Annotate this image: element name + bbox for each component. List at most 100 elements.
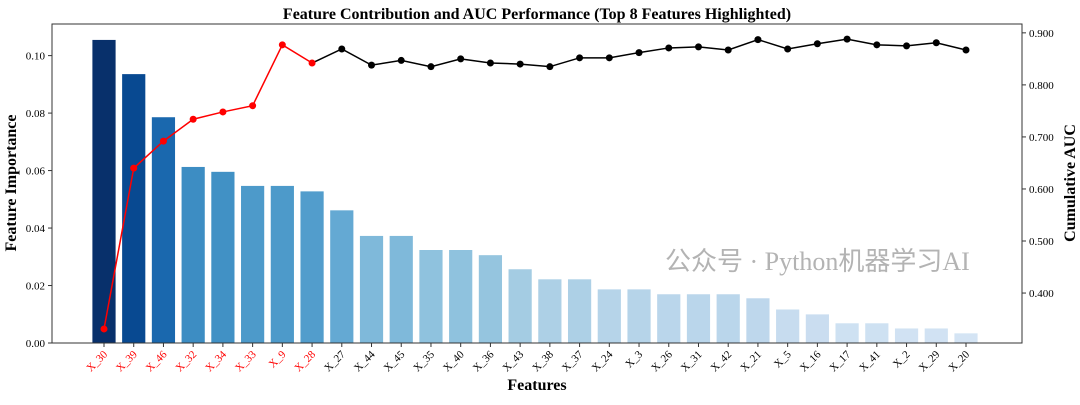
auc-point-X_45 [397, 56, 405, 64]
auc-point-X_32 [189, 115, 197, 123]
auc-point-X_17 [843, 35, 851, 43]
x-tick-label: X_3 [623, 348, 645, 370]
y-tick-label: 0.10 [26, 51, 46, 63]
y-tick-label: 0.02 [26, 281, 45, 293]
auc-point-X_39 [130, 164, 138, 172]
y-axis-label: Feature Importance [3, 115, 20, 252]
bar-X_40 [448, 249, 474, 344]
auc-point-X_41 [873, 41, 881, 49]
bar-X_42 [715, 293, 741, 344]
x-tick-label: X_39 [114, 348, 140, 374]
auc-point-X_44 [368, 61, 376, 69]
bar-X_31 [686, 293, 711, 344]
y2-tick-label: 0.900 [1029, 28, 1054, 40]
bar-X_34 [210, 171, 236, 344]
y2-axis-label: Cumulative AUC [1062, 124, 1079, 242]
auc-point-X_36 [486, 59, 494, 67]
bar-X_39 [121, 73, 147, 344]
bar-X_37 [567, 278, 592, 344]
auc-point-X_40 [457, 55, 465, 63]
x-tick-label: X_44 [352, 348, 378, 374]
auc-point-X_29 [932, 39, 940, 47]
y2-tick-label: 0.700 [1029, 132, 1054, 144]
bar-X_20 [953, 332, 979, 344]
bar-X_9 [269, 185, 295, 344]
y-tick-label: 0.06 [26, 166, 46, 178]
x-tick-label: X_32 [174, 349, 200, 375]
x-tick-label: X_37 [560, 348, 586, 374]
auc-point-X_5 [784, 45, 792, 53]
x-tick-label: X_24 [590, 348, 616, 374]
x-tick-label: X_46 [144, 348, 170, 374]
auc-point-X_34 [219, 108, 227, 116]
auc-point-X_24 [605, 54, 613, 62]
plot-frame [51, 23, 1023, 344]
auc-point-X_9 [278, 41, 286, 49]
watermark: 公众号 · Python机器学习AI [665, 247, 970, 276]
y2-tick-label: 0.800 [1029, 80, 1054, 92]
bar-X_43 [507, 268, 533, 344]
y2-tick-label: 0.600 [1029, 184, 1054, 196]
bar-X_27 [329, 209, 355, 344]
bar-X_29 [923, 327, 949, 344]
bar-X_21 [745, 297, 771, 344]
x-tick-label: X_36 [471, 348, 497, 374]
x-tick-label: X_40 [441, 348, 467, 374]
bar-X_46 [151, 116, 176, 344]
bar-X_24 [596, 288, 622, 344]
x-tick-label: X_33 [233, 348, 259, 374]
y2-tick-label: 0.500 [1029, 236, 1054, 248]
x-tick-label: X_41 [857, 349, 883, 375]
x-tick-label: X_29 [917, 348, 943, 374]
bar-X_38 [537, 278, 563, 344]
auc-point-X_26 [665, 44, 673, 52]
x-tick-label: X_20 [946, 348, 972, 374]
bar-X_16 [804, 313, 830, 344]
auc-point-X_3 [635, 49, 643, 57]
auc-point-X_20 [962, 46, 970, 54]
auc-point-X_37 [576, 54, 584, 62]
auc-point-X_28 [308, 59, 316, 67]
auc-point-X_42 [724, 46, 732, 54]
bar-X_28 [299, 190, 325, 344]
bar-X_36 [478, 254, 503, 344]
x-tick-label: X_21 [738, 349, 764, 375]
bar-X_3 [626, 288, 652, 344]
bar-X_5 [775, 308, 801, 344]
auc-point-X_43 [516, 60, 524, 68]
x-tick-label: X_30 [84, 348, 110, 374]
x-tick-label: X_5 [772, 348, 794, 370]
x-axis-label: Features [507, 377, 566, 394]
auc-point-X_27 [338, 45, 346, 53]
y-tick-label: 0.08 [26, 108, 46, 120]
x-tick-label: X_31 [679, 349, 705, 375]
y-tick-label: 0.00 [26, 338, 46, 350]
auc-point-X_2 [903, 42, 911, 50]
auc-point-X_38 [546, 63, 554, 71]
bar-X_45 [388, 235, 414, 344]
bar-X_33 [240, 185, 266, 344]
x-tick-label: X_26 [649, 348, 675, 374]
x-tick-label: X_35 [411, 348, 437, 374]
bar-X_26 [656, 293, 682, 344]
bar-X_44 [359, 235, 384, 344]
x-tick-label: X_16 [798, 348, 824, 374]
bar-X_30 [91, 39, 117, 344]
auc-point-X_30 [100, 325, 108, 333]
x-tick-label: X_34 [203, 348, 229, 374]
y2-tick-label: 0.400 [1029, 288, 1054, 300]
x-tick-label: X_2 [891, 349, 913, 371]
x-tick-label: X_42 [709, 349, 735, 375]
y-tick-label: 0.04 [26, 223, 46, 235]
x-tick-label: X_9 [267, 348, 289, 370]
bar-X_32 [180, 166, 206, 344]
auc-point-X_46 [159, 137, 167, 145]
x-tick-label: X_17 [827, 348, 853, 374]
auc-point-X_21 [754, 36, 762, 44]
bar-X_41 [864, 322, 890, 344]
x-tick-label: X_45 [382, 348, 408, 374]
auc-line-highlighted [103, 43, 313, 330]
bar-X_17 [834, 322, 860, 344]
auc-point-X_31 [694, 43, 702, 51]
